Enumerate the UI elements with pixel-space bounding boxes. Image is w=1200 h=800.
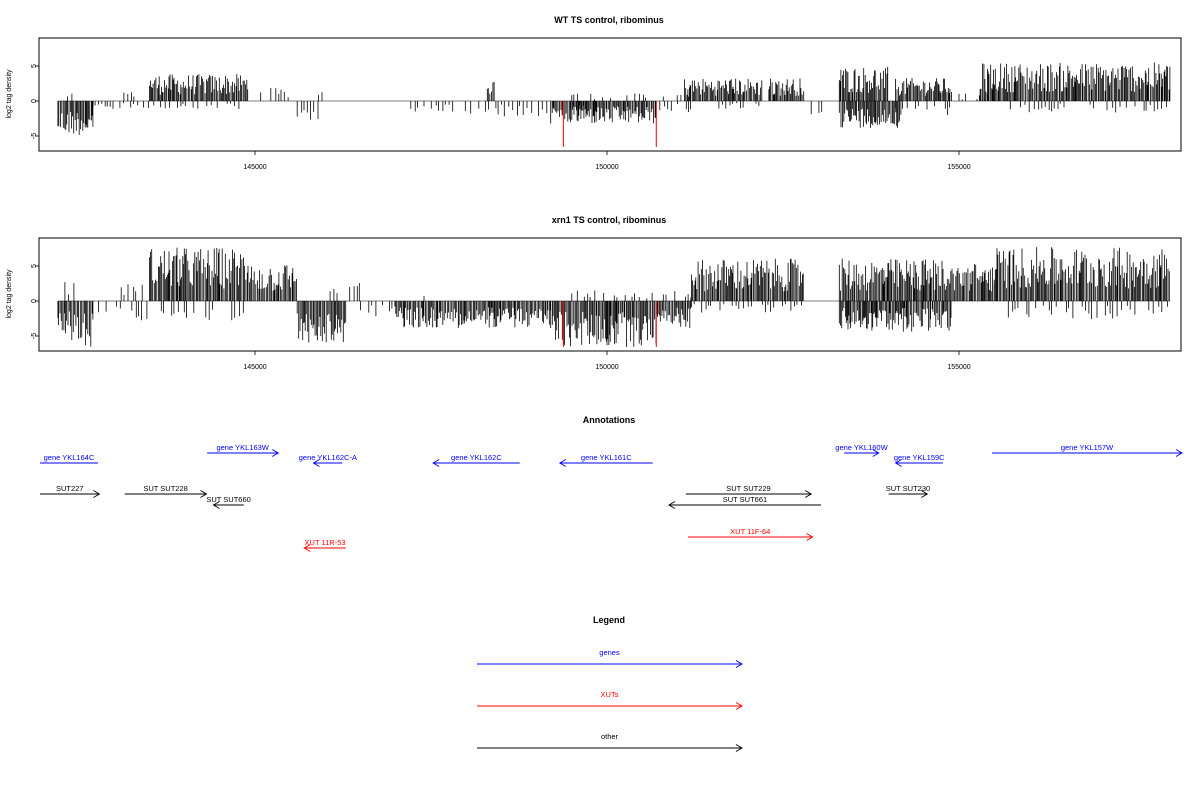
wt-track-y-label: log2 tag density (6, 69, 13, 119)
xrn1-track-x-axis: 145000 150000 155000 (243, 351, 971, 371)
xrn1-track-frame (38, 237, 1182, 352)
y-tick-label: 0 (31, 99, 38, 103)
feature-label: XUT 11F-64 (730, 527, 770, 536)
arrow-head (200, 490, 208, 498)
arrow-head (312, 459, 320, 467)
feature-label: gene YKL162C-A (299, 453, 357, 462)
x-tick-label: 150000 (595, 364, 618, 371)
y-tick-label: 5 (31, 264, 38, 268)
annotation-feature: gene YKL162C (432, 453, 520, 467)
legend-items: genes XUTs other (477, 648, 743, 752)
legend-item: other (477, 732, 743, 752)
annotation-feature: SUT SUT661 (668, 495, 822, 509)
arrow-head (921, 490, 929, 498)
feature-label: SUT SUT230 (886, 484, 930, 493)
wt-track-panel: WT TS control, ribominus 5 0 -5 log2 tag… (6, 15, 1182, 171)
annotation-feature: gene YKL160W (835, 443, 889, 457)
wt-track-y-axis: 5 0 -5 (31, 64, 39, 139)
annotation-feature: SUT227 (40, 484, 101, 498)
arrow-head (93, 490, 101, 498)
wt-track-bars (57, 62, 1171, 135)
wt-track-frame (38, 37, 1182, 152)
feature-label: XUT 11R-53 (305, 538, 346, 547)
wt-track-title: WT TS control, ribominus (554, 15, 664, 25)
feature-label: SUT SUT229 (726, 484, 770, 493)
feature-label: gene YKL160W (835, 443, 888, 452)
feature-label: gene YKL164C (44, 453, 95, 462)
legend-title: Legend (593, 615, 625, 625)
annotation-feature: XUT 11R-53 (303, 538, 346, 552)
arrow-head (432, 459, 440, 467)
arrow-head (735, 744, 743, 752)
xrn1-track-y-axis: 5 0 -5 (31, 264, 39, 339)
arrow-head (668, 501, 676, 509)
legend-label: genes (599, 648, 620, 657)
legend-panel: Legend genes XUTs other (477, 615, 743, 752)
arrow-head (872, 449, 880, 457)
arrow-head (1175, 449, 1183, 457)
x-tick-label: 150000 (595, 164, 618, 171)
arrow-head (894, 459, 902, 467)
arrow-head (806, 533, 814, 541)
annotation-feature: gene YKL161C (558, 453, 653, 467)
xrn1-track-title: xrn1 TS control, ribominus (552, 215, 667, 225)
legend-label: other (601, 732, 619, 741)
annotation-feature: gene YKL159C (894, 453, 945, 467)
feature-label: SUT SUT661 (723, 495, 767, 504)
arrow-head (303, 544, 311, 552)
x-tick-label: 155000 (947, 164, 970, 171)
wt-track-x-axis: 145000 150000 155000 (243, 151, 971, 171)
arrow-head (558, 459, 567, 467)
feature-label: gene YKL161C (581, 453, 632, 462)
y-tick-label: 0 (31, 299, 38, 303)
annotation-feature: gene YKL164C (40, 453, 99, 464)
arrow-head (735, 702, 743, 710)
x-tick-label: 155000 (947, 364, 970, 371)
annotation-feature: gene YKL163W (207, 443, 280, 457)
feature-label: SUT227 (56, 484, 84, 493)
annotation-feature: SUT SUT228 (124, 484, 208, 498)
legend-item: XUTs (477, 690, 743, 710)
x-tick-label: 145000 (243, 164, 266, 171)
y-tick-label: 5 (31, 64, 38, 68)
feature-label: gene YKL157W (1061, 443, 1114, 452)
annotation-items: gene YKL164C gene YKL163W gene YKL162C-A ge… (40, 443, 1183, 552)
arrow-head (272, 449, 280, 457)
arrow-head (735, 660, 743, 668)
y-tick-label: -5 (31, 133, 38, 139)
xrn1-track-bars (57, 247, 1170, 348)
annotation-feature: SUT SUT660 (206, 495, 251, 509)
annotation-feature: XUT 11F-64 (687, 527, 814, 541)
annotation-feature: SUT SUT229 (685, 484, 813, 498)
annotation-feature: SUT SUT230 (886, 484, 930, 498)
y-tick-label: -5 (31, 333, 38, 339)
annotation-feature: gene YKL162C-A (299, 453, 357, 467)
arrow-head (804, 490, 813, 498)
annotations-title: Annotations (583, 415, 636, 425)
feature-label: SUT SUT660 (206, 495, 250, 504)
xrn1-track-markers (562, 301, 657, 347)
legend-label: XUTs (601, 690, 619, 699)
feature-label: SUT SUT228 (143, 484, 187, 493)
x-tick-label: 145000 (243, 364, 266, 371)
arrow-head (212, 501, 220, 509)
wt-track-markers (562, 101, 657, 147)
xrn1-track-y-label: log2 tag density (6, 269, 13, 319)
legend-item: genes (477, 648, 743, 668)
feature-label: gene YKL159C (894, 453, 945, 462)
feature-label: gene YKL162C (451, 453, 502, 462)
annotation-feature: gene YKL157W (992, 443, 1183, 457)
feature-label: gene YKL163W (216, 443, 269, 452)
xrn1-track-panel: xrn1 TS control, ribominus 5 0 -5 log2 t… (6, 215, 1182, 371)
